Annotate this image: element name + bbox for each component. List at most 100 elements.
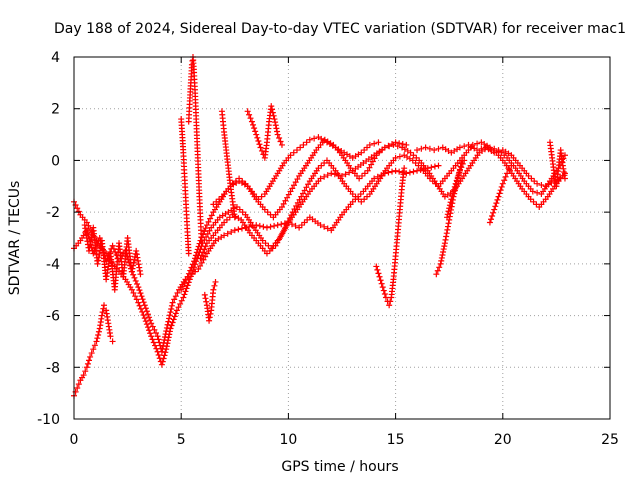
data-point-fill bbox=[84, 357, 93, 367]
data-point bbox=[390, 141, 397, 148]
data-point bbox=[221, 232, 228, 239]
data-point-fill bbox=[442, 146, 452, 154]
data-point-fill bbox=[434, 264, 443, 274]
data-point-fill bbox=[521, 188, 532, 200]
data-point-fill bbox=[311, 135, 318, 142]
data-point-fill bbox=[239, 178, 246, 185]
data-point-fill bbox=[418, 145, 425, 152]
x-axis-label: GPS time / hours bbox=[281, 459, 398, 475]
data-point-fill bbox=[444, 190, 454, 198]
data-point-fill bbox=[257, 242, 268, 254]
data-point-fill bbox=[214, 222, 225, 234]
data-point bbox=[94, 260, 101, 267]
data-point-fill bbox=[560, 165, 568, 179]
data-point-fill bbox=[386, 157, 397, 169]
y-tick-label: -10 bbox=[37, 412, 60, 428]
data-point-fill bbox=[276, 135, 284, 145]
data-point-fill bbox=[155, 352, 164, 365]
data-point-fill bbox=[523, 180, 534, 192]
data-point-fill bbox=[534, 189, 541, 196]
data-point-fill bbox=[428, 163, 438, 171]
data-point-fill bbox=[396, 140, 406, 148]
series-track-8 bbox=[81, 222, 144, 293]
data-point-fill bbox=[105, 323, 113, 337]
data-point-fill bbox=[282, 212, 295, 231]
data-point-fill bbox=[230, 201, 238, 218]
data-point bbox=[109, 338, 116, 345]
data-point-fill bbox=[388, 279, 397, 298]
data-point bbox=[178, 286, 185, 293]
series-track-17 bbox=[546, 139, 568, 190]
data-point bbox=[158, 361, 165, 368]
y-tick-label: -4 bbox=[46, 257, 60, 273]
data-point bbox=[392, 167, 399, 174]
data-point-fill bbox=[197, 220, 205, 241]
data-point-fill bbox=[98, 245, 108, 254]
data-point-fill bbox=[254, 134, 263, 148]
data-point bbox=[281, 227, 288, 234]
data-point bbox=[135, 299, 142, 306]
data-point bbox=[133, 247, 140, 254]
data-point-fill bbox=[182, 194, 190, 215]
data-point-fill bbox=[179, 277, 190, 290]
data-point bbox=[317, 175, 324, 182]
data-point-fill bbox=[399, 168, 407, 187]
data-point-fill bbox=[198, 243, 209, 259]
y-tick-label: -2 bbox=[46, 205, 60, 221]
data-point-fill bbox=[130, 289, 140, 303]
y-tick-label: 4 bbox=[51, 50, 60, 66]
data-point bbox=[289, 209, 296, 216]
data-point-fill bbox=[297, 162, 309, 177]
series-track-15 bbox=[444, 157, 468, 221]
data-point bbox=[448, 196, 455, 203]
data-point-fill bbox=[223, 214, 233, 223]
data-point bbox=[306, 136, 313, 143]
data-point-fill bbox=[163, 302, 175, 331]
data-point-fill bbox=[324, 138, 334, 147]
data-point-fill bbox=[495, 148, 502, 155]
data-point-fill bbox=[163, 328, 173, 350]
data-point bbox=[93, 338, 100, 345]
data-point bbox=[456, 167, 463, 174]
data-point-fill bbox=[124, 278, 134, 291]
axes: 0 5 10 15 20 25 -10 -8 -6 -4 -2 0 2 4 bbox=[37, 50, 619, 448]
x-tick-label: 25 bbox=[601, 432, 619, 448]
data-point bbox=[287, 152, 294, 159]
data-point-fill bbox=[223, 150, 232, 169]
data-point-fill bbox=[366, 155, 378, 171]
data-point bbox=[317, 222, 324, 229]
data-point-fill bbox=[397, 186, 405, 210]
data-point-fill bbox=[377, 167, 389, 182]
data-point bbox=[278, 141, 285, 148]
data-point-fill bbox=[263, 183, 273, 195]
data-point bbox=[185, 250, 192, 257]
data-point bbox=[499, 180, 506, 187]
data-point bbox=[366, 141, 373, 148]
data-point-fill bbox=[276, 162, 286, 174]
data-point bbox=[435, 162, 442, 169]
data-point bbox=[495, 193, 502, 200]
data-point bbox=[154, 333, 161, 340]
data-point-fill bbox=[180, 153, 188, 173]
data-point-fill bbox=[183, 215, 191, 235]
data-point-fill bbox=[435, 183, 447, 198]
data-point bbox=[491, 149, 498, 156]
data-point-fill bbox=[168, 310, 179, 329]
data-point bbox=[274, 222, 281, 229]
x-tick-label: 10 bbox=[279, 432, 297, 448]
data-point-fill bbox=[211, 201, 222, 213]
data-point-fill bbox=[503, 162, 515, 177]
data-point bbox=[87, 353, 94, 360]
data-point-fill bbox=[545, 179, 555, 188]
data-point bbox=[195, 266, 202, 273]
data-point-fill bbox=[361, 144, 371, 154]
x-tick-label: 15 bbox=[387, 432, 405, 448]
x-tick-label: 20 bbox=[494, 432, 512, 448]
data-point bbox=[263, 224, 270, 231]
data-point-fill bbox=[519, 165, 530, 177]
data-point bbox=[109, 242, 116, 249]
data-point bbox=[154, 348, 161, 355]
data-point-fill bbox=[326, 160, 337, 172]
data-point-fill bbox=[377, 277, 385, 287]
data-point-fill bbox=[418, 160, 429, 172]
